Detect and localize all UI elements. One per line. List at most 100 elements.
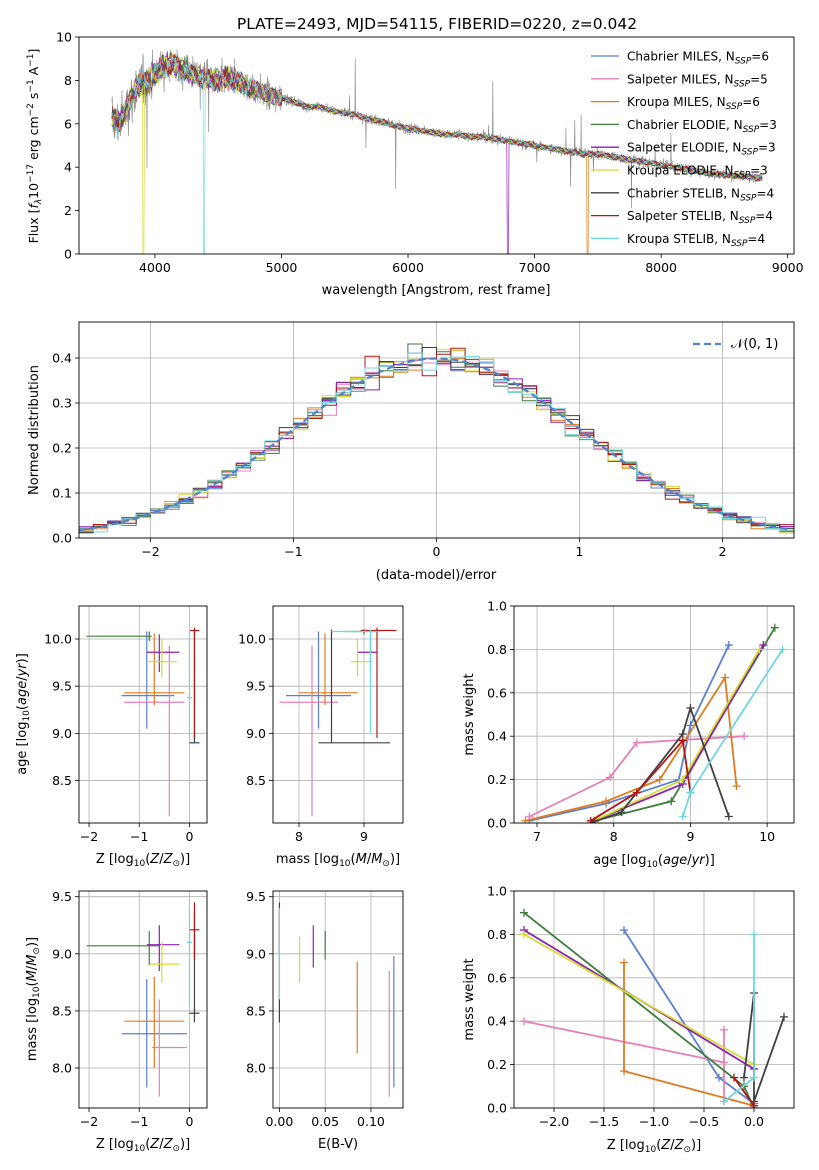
- y-tick-label: 0: [64, 247, 72, 262]
- y-tick-label: 4: [64, 160, 72, 175]
- y-tick-label: 0.8: [487, 927, 507, 942]
- legend-label: Kroupa MILES, NSSP=6: [627, 95, 760, 112]
- axes-frame: [272, 890, 404, 1109]
- y-tick-label: 8.5: [246, 773, 266, 788]
- label-part: −1: [26, 79, 36, 92]
- axes-spectrum: 4000 5000 6000 7000 8000 9000 0 2 4 6 8 10 wavelengt…: [26, 30, 804, 299]
- legend-label: Salpeter STELIB, NSSP=4: [627, 209, 773, 226]
- label-part: =6: [742, 95, 760, 109]
- y-tick-label: 0.0: [487, 816, 507, 831]
- weight-line-chabrier_stelib: [743, 992, 785, 1102]
- spectrum-model-line-kroupa_elodie: [111, 55, 762, 254]
- label-part: /: [687, 853, 692, 868]
- label-part: ⊙: [382, 859, 390, 869]
- y-tick-label: 9.5: [52, 679, 72, 694]
- x-tick-label: −0.5: [689, 1114, 719, 1129]
- plot-area-age-vs-mass: [279, 627, 397, 817]
- y-tick-label: 0.6: [487, 970, 507, 985]
- point-marker: [715, 1073, 723, 1082]
- weight-line-salpeter_elodie: [598, 644, 765, 820]
- point-marker: [724, 812, 733, 821]
- label-part: Z [log: [607, 1138, 645, 1153]
- plot-area-weight-vs-Z: [520, 908, 788, 1108]
- plot-area-spectrum: [111, 48, 763, 254]
- label-part: ⊙: [172, 1144, 180, 1154]
- x-axis-label: mass [log10(M/M⊙)]: [276, 852, 400, 869]
- x-axis-label: (data-model)/error: [376, 568, 497, 583]
- x-tick-label: −1.0: [639, 1114, 669, 1129]
- x-tick-label: 0: [185, 829, 193, 844]
- label-part: s: [26, 93, 41, 104]
- label-part: /: [670, 1138, 675, 1153]
- point-marker: [620, 958, 628, 967]
- label-part: yr: [691, 853, 707, 868]
- weight-line-kroupa_elodie: [523, 933, 755, 1066]
- weight-line-salpeter_miles: [528, 735, 745, 818]
- label-part: /: [367, 852, 372, 867]
- axes-age-vs-Z: −2 −1 08.59.09.510.0Z [log10(Z/Z⊙)]age [lo…: [15, 605, 208, 869]
- y-tick-label: 0.4: [487, 1014, 507, 1029]
- weight-line-salpeter_stelib: [590, 738, 692, 822]
- label-part: (: [25, 981, 40, 986]
- label-part: SSP: [735, 57, 752, 67]
- point-marker: [724, 641, 733, 650]
- point-marker: [632, 788, 641, 797]
- label-part: yr: [15, 662, 30, 678]
- x-tick-label: −1: [130, 1114, 148, 1129]
- axes-mass-vs-ebv: 0.00 0.05 0.10 8.0 8.5 9.0 9.5 E(B-V): [246, 889, 404, 1152]
- y-tick-label: 9.5: [52, 889, 72, 904]
- x-tick-label: 1: [576, 544, 584, 559]
- point-marker: [520, 1017, 528, 1026]
- label-part: erg cm: [26, 116, 41, 164]
- label-part: (: [145, 1137, 150, 1152]
- axes-frame: [513, 605, 795, 824]
- point-marker: [720, 673, 729, 682]
- axes-mass-vs-Z: −2 −1 08.08.59.09.5Z [log10(Z/Z⊙)]mass [lo…: [25, 889, 208, 1154]
- label-part: )]: [180, 1137, 190, 1152]
- axes-weight-vs-Z: −2.0 −1.5 −1.0 −0.5 0.0 0.0 0.2 0.4 0.6 0.8 1.0 Z […: [462, 884, 795, 1155]
- label-part: Z: [163, 1137, 174, 1152]
- label-part: SSP: [731, 239, 748, 249]
- label-part: 10: [134, 859, 146, 869]
- axes-frame: [78, 36, 795, 255]
- label-part: (: [351, 852, 356, 867]
- point-marker: [720, 1097, 728, 1106]
- point-marker: [732, 782, 741, 791]
- point-marker: [686, 788, 695, 797]
- legend-label: Chabrier ELODIE, NSSP=3: [627, 118, 777, 135]
- label-part: Salpeter STELIB, N: [627, 209, 739, 223]
- x-tick-label: 8: [610, 829, 618, 844]
- y-tick-label: 8.5: [246, 1003, 266, 1018]
- label-part: SSP: [726, 102, 743, 112]
- y-tick-label: 9.0: [52, 726, 72, 741]
- point-marker: [750, 1073, 758, 1082]
- point-marker: [586, 816, 595, 823]
- axes-frame: [513, 890, 795, 1109]
- x-tick-label: 5000: [266, 260, 298, 275]
- label-part: Chabrier MILES, N: [627, 50, 735, 64]
- point-marker: [778, 645, 787, 654]
- label-part: −1: [26, 53, 36, 66]
- point-marker: [730, 1073, 738, 1082]
- point-marker: [755, 645, 764, 654]
- y-tick-label: 9.5: [246, 889, 266, 904]
- label-part: Z: [163, 852, 174, 867]
- point-marker: [617, 808, 626, 817]
- axes-frame: [78, 890, 208, 1109]
- x-tick-label: 2: [719, 544, 727, 559]
- x-tick-label: 0: [433, 544, 441, 559]
- y-tick-label: 9.0: [52, 946, 72, 961]
- point-marker: [678, 775, 687, 784]
- x-tick-label: 7: [533, 829, 541, 844]
- label-part: Z [log: [96, 1137, 134, 1152]
- point-marker: [667, 797, 676, 806]
- point-marker: [678, 736, 687, 745]
- y-tick-label: 8.5: [52, 773, 72, 788]
- y-tick-label: 6: [64, 116, 72, 131]
- x-tick-label: 0.10: [357, 1114, 385, 1129]
- x-tick-label: 8000: [645, 260, 677, 275]
- x-tick-label: −2: [80, 1114, 98, 1129]
- axes-frame: [78, 321, 795, 539]
